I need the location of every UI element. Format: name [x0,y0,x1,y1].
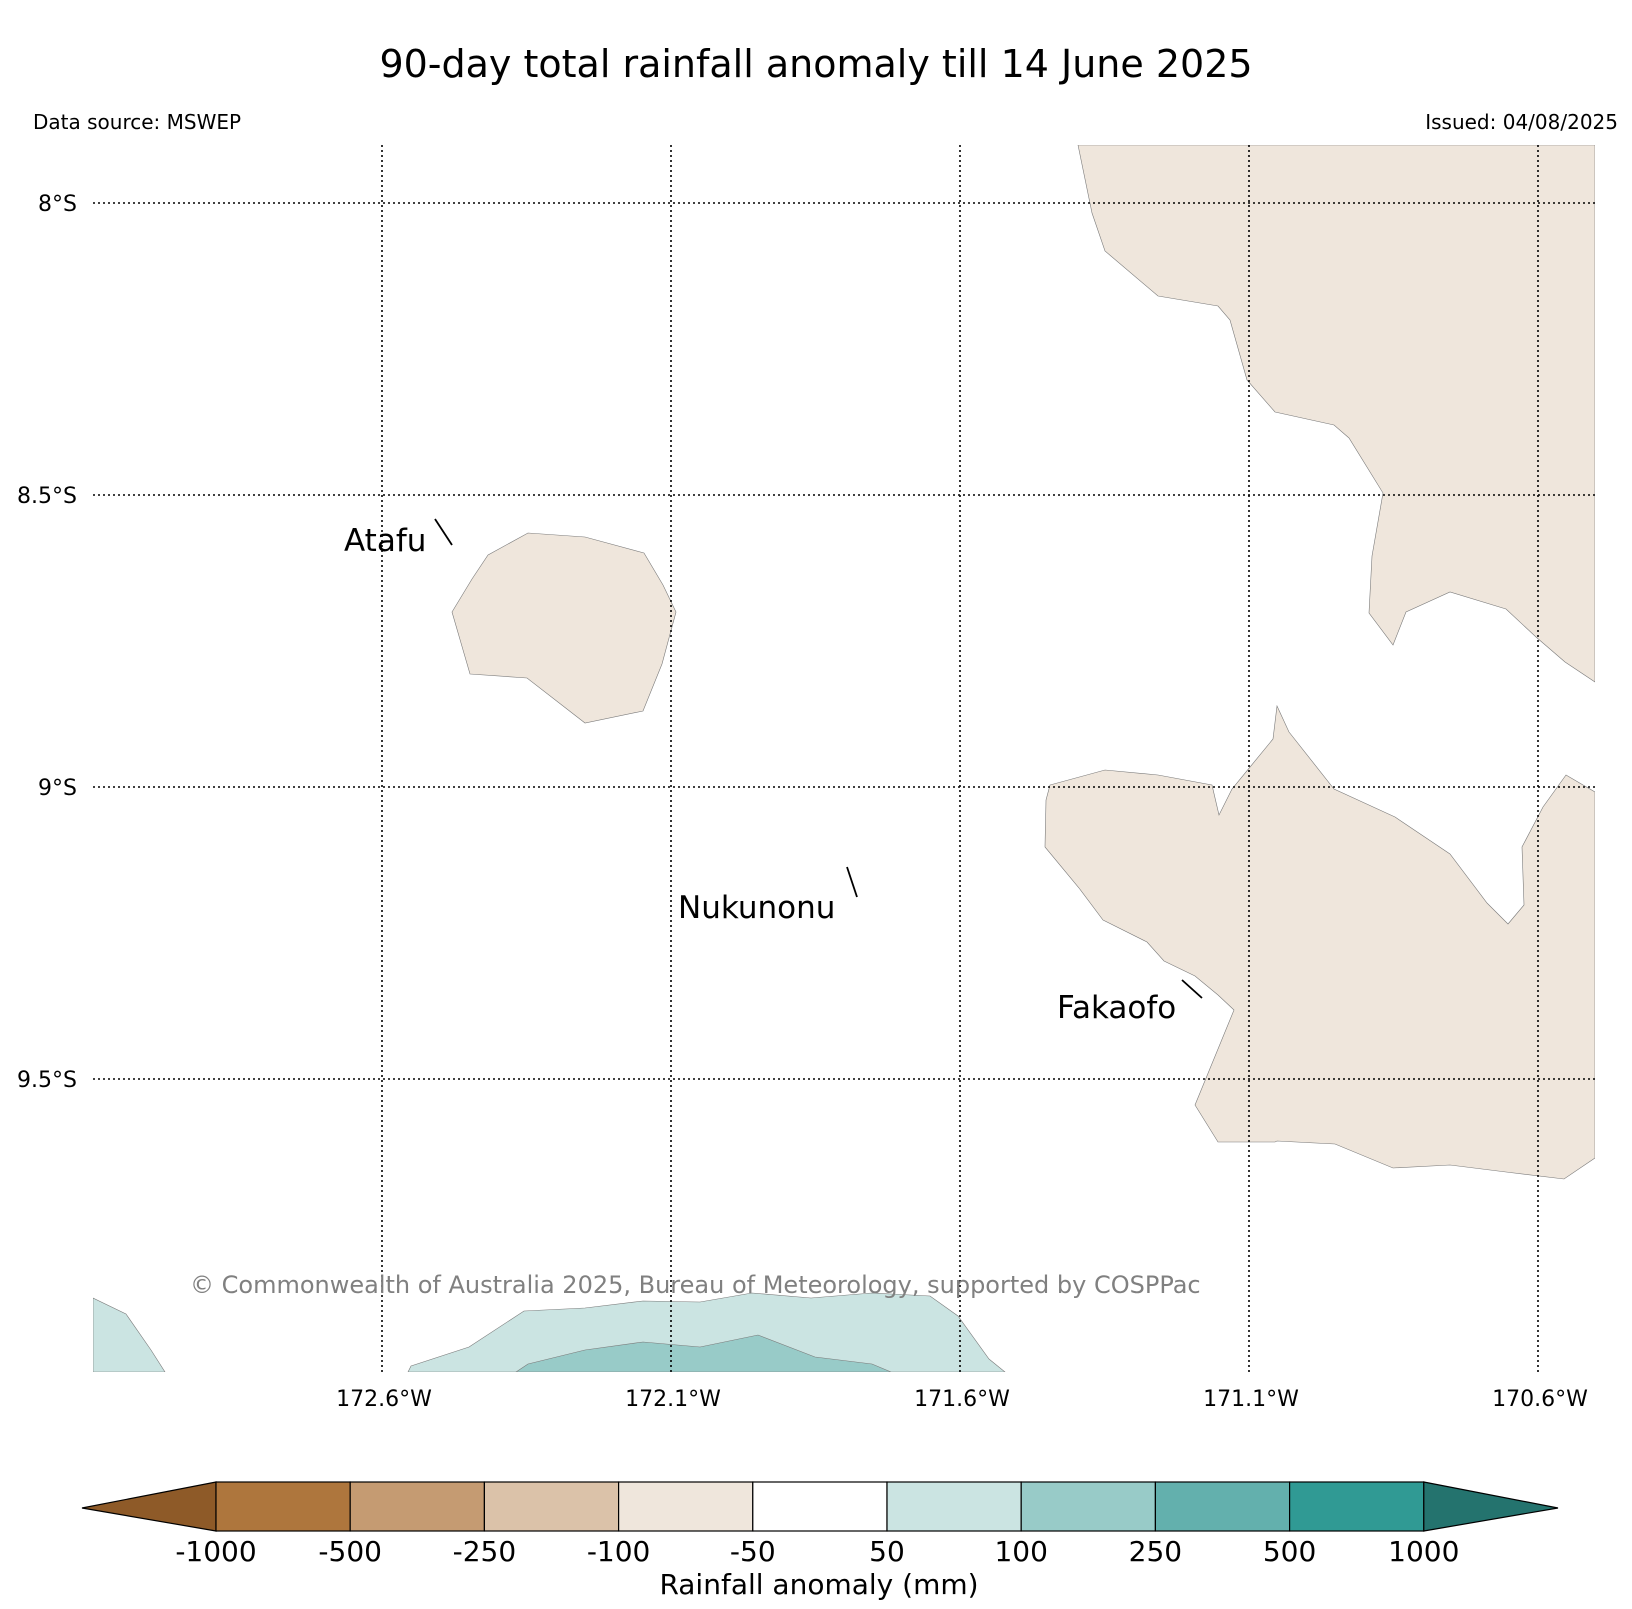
colorbar-tick-8: 500 [1263,1535,1316,1568]
map-plot-area [93,145,1595,1372]
colorbar-tick-5: 50 [869,1535,905,1568]
anomaly-region-dry-southeast [1044,704,1595,1180]
lat-label-8-5s: 8.5°S [17,484,77,509]
colorbar-swatch-10 [1423,1481,1559,1532]
place-label-nukunonu: Nukunonu [678,890,835,926]
colorbar-tick-6: 100 [994,1535,1047,1568]
lat-label-9s: 9°S [38,776,77,801]
lon-label-170-6w: 170.6°W [1492,1387,1588,1412]
lon-label-171-1w: 171.1°W [1203,1387,1299,1412]
map-title: 90-day total rainfall anomaly till 14 Ju… [379,42,1253,86]
island-markers [434,518,1203,999]
colorbar-tick-7: 250 [1129,1535,1182,1568]
colorbar-swatch-6 [886,1481,1022,1532]
colorbar-swatch-1 [215,1481,351,1532]
anomaly-region-wet-southwest [93,1297,166,1372]
anomaly-region-wet-south [407,1292,1006,1372]
issued-date-label: Issued: 04/08/2025 [1425,110,1618,134]
colorbar-swatch-9 [1288,1481,1425,1532]
colorbar: -1000 -500 -250 -100 -50 50 100 250 500 … [81,1481,1559,1601]
anomaly-region-dry-atafu [451,532,677,724]
colorbar-swatch-2 [349,1481,486,1532]
colorbar-tick-0: -1000 [175,1535,256,1568]
colorbar-tick-3: -100 [587,1535,651,1568]
copyright-notice: © Commonwealth of Australia 2025, Bureau… [190,1271,1201,1299]
colorbar-swatch-8 [1154,1481,1291,1532]
lon-label-172-6w: 172.6°W [336,1387,432,1412]
anomaly-region-dry-northeast [1077,145,1595,683]
lon-label-172-1w: 172.1°W [625,1387,721,1412]
colorbar-swatch-0 [81,1481,217,1532]
colorbar-tick-4: -50 [730,1535,776,1568]
place-label-fakaofo: Fakaofo [1057,990,1176,1026]
colorbar-swatch-5 [752,1481,888,1532]
colorbar-swatch-7 [1020,1481,1157,1532]
colorbar-tick-1: -500 [318,1535,382,1568]
colorbar-swatch-4 [617,1481,754,1532]
data-source-label: Data source: MSWEP [33,110,242,134]
lon-label-171-6w: 171.6°W [914,1387,1010,1412]
colorbar-tick-9: 1000 [1388,1535,1459,1568]
lat-label-9-5s: 9.5°S [17,1068,77,1093]
colorbar-title: Rainfall anomaly (mm) [659,1568,978,1601]
graticule [93,145,1595,1372]
lat-label-8s: 8°S [38,192,77,217]
colorbar-swatch-3 [483,1481,620,1532]
place-label-atafu: Atafu [344,523,426,559]
colorbar-tick-2: -250 [453,1535,517,1568]
anomaly-region-wet-south-core [515,1334,892,1372]
